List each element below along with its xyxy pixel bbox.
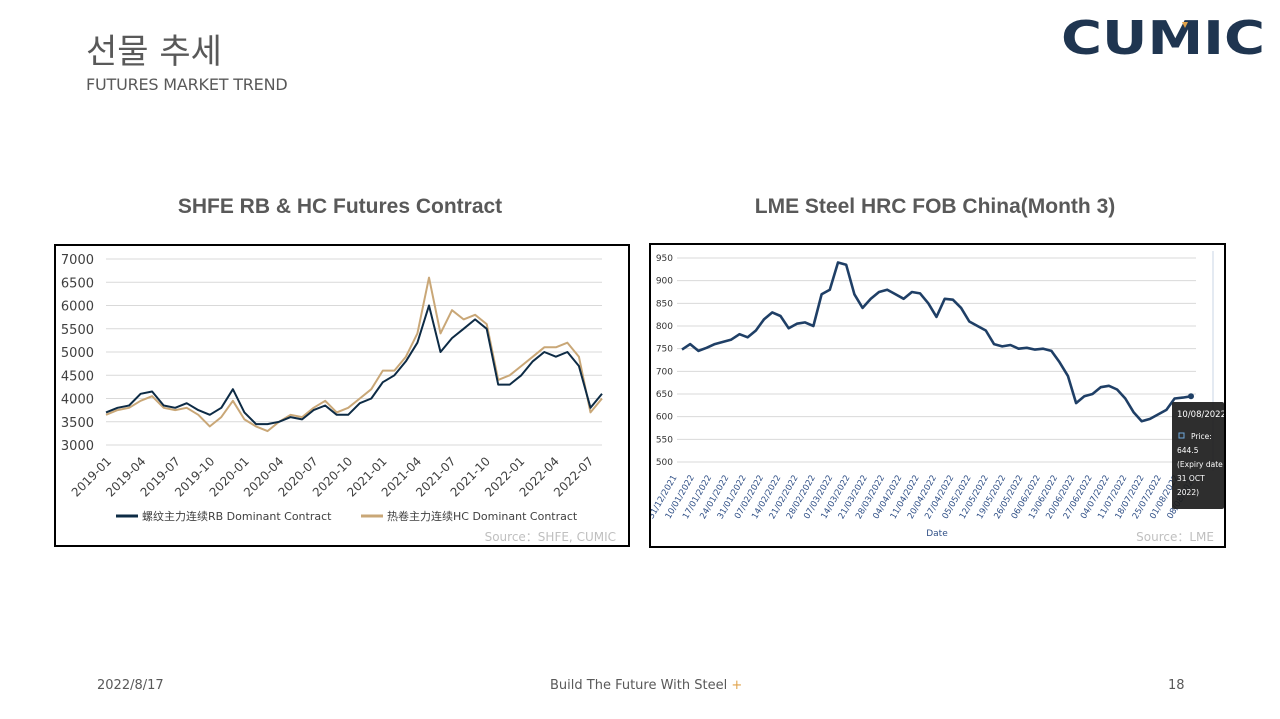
y-tick-label: 4500: [61, 369, 94, 384]
right-chart-title: LME Steel HRC FOB China(Month 3): [754, 195, 1116, 218]
y-tick-label: 800: [656, 322, 673, 332]
slogan-plus-icon: +: [731, 678, 743, 693]
y-tick-label: 700: [656, 367, 673, 377]
lme-hrc-chart: 95090085080075070065060055050031/12/2021…: [646, 251, 1226, 544]
hrc-price-line: [681, 261, 1192, 423]
y-tick-label: 500: [656, 458, 673, 468]
y-tick-label: 3000: [61, 439, 94, 454]
page-number: 18: [1168, 678, 1185, 693]
cumic-logo: CUMIC: [1061, 18, 1265, 58]
footer-date: 2022/8/17: [97, 678, 164, 693]
right-chart-panel: 950 900 850 800 750 700 650 600 550 500 31/12/2021…: [646, 243, 1226, 548]
slogan-text: Build The Future With Steel: [550, 678, 728, 693]
y-tick-label: 650: [656, 390, 673, 400]
source-note: Source：SHFE, CUMIC: [485, 530, 616, 544]
tooltip-box: [1172, 402, 1224, 509]
y-tick-label: 950: [656, 254, 673, 264]
y-tick-label: 850: [656, 299, 673, 309]
logo-accent-icon: [1182, 22, 1188, 28]
hover-point: [1188, 393, 1194, 400]
left-chart-title: SHFE RB & HC Futures Contract: [177, 195, 503, 218]
y-tick-label: 3500: [61, 416, 94, 431]
y-tick-label: 6000: [61, 300, 94, 315]
svg-text:CUMIC: CUMIC: [1061, 18, 1265, 58]
hc-series-line: [105, 276, 603, 433]
footer-slogan: Build The Future With Steel +: [550, 678, 742, 693]
tooltip-note: 31 OCT: [1177, 474, 1205, 483]
page-title-korean: 선물 추세: [86, 32, 222, 72]
shfe-futures-chart: 7000650060005500500045004000350030002019…: [61, 253, 616, 544]
price-tooltip: 10/08/2022 Price: 644.5 (Expiry date 31 OCT 2…: [1172, 402, 1226, 509]
rb-legend-label: 螺纹主力连续RB Dominant Contract: [142, 509, 332, 523]
y-tick-label: 7000: [61, 253, 94, 268]
y-tick-label: 5000: [61, 346, 94, 361]
tooltip-series-icon: [1178, 432, 1185, 439]
source-note: Source：LME: [1136, 530, 1214, 544]
y-tick-label: 750: [656, 345, 673, 355]
tooltip-label: Price:: [1191, 432, 1212, 441]
y-tick-label: 550: [656, 435, 673, 445]
tooltip-date: 10/08/2022: [1177, 410, 1224, 420]
y-tick-label: 900: [656, 277, 673, 287]
hc-legend-label: 热卷主力连续HC Dominant Contract: [387, 509, 578, 523]
y-tick-label: 4000: [61, 393, 94, 408]
y-tick-label: 6500: [61, 276, 94, 291]
tooltip-value: 644.5: [1177, 446, 1199, 455]
tooltip-note: 2022): [1177, 488, 1199, 497]
page-title-english: FUTURES MARKET TREND: [86, 75, 288, 94]
left-chart-panel: 7000 6500 6000 5500 5000 4500 4000 3500 3000 2019…: [54, 244, 630, 547]
y-tick-label: 5500: [61, 323, 94, 338]
rb-series-line: [105, 304, 603, 426]
x-axis-label: Date: [926, 529, 948, 539]
tooltip-note: (Expiry date: [1177, 460, 1223, 469]
y-tick-label: 600: [656, 413, 673, 423]
